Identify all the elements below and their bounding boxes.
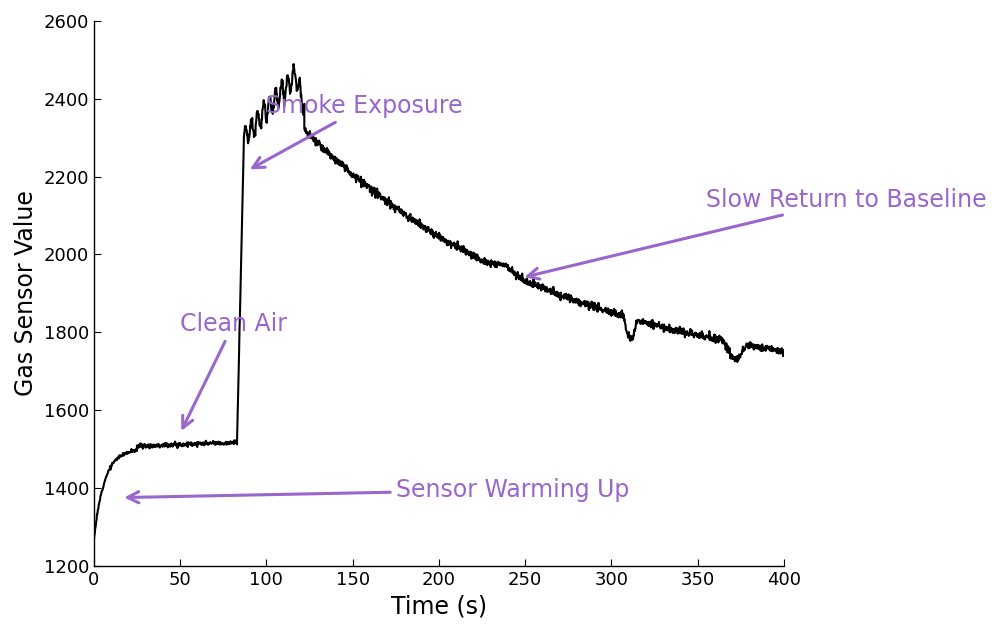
Text: Smoke Exposure: Smoke Exposure: [253, 94, 463, 167]
Text: Slow Return to Baseline: Slow Return to Baseline: [528, 188, 987, 279]
Text: Clean Air: Clean Air: [181, 312, 287, 428]
Y-axis label: Gas Sensor Value: Gas Sensor Value: [14, 190, 38, 396]
Text: Sensor Warming Up: Sensor Warming Up: [128, 478, 629, 503]
X-axis label: Time (s): Time (s): [391, 594, 487, 618]
